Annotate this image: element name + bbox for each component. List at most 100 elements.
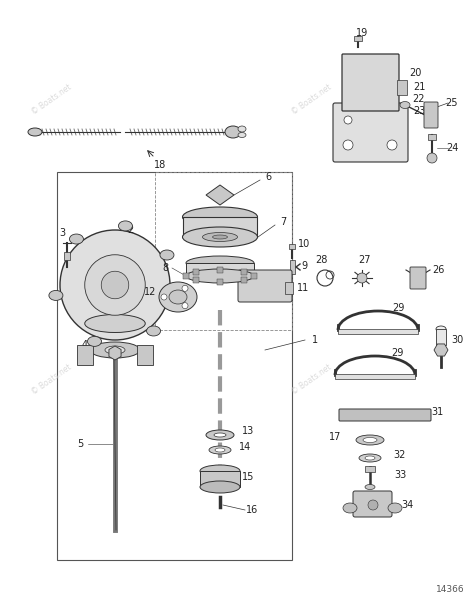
Circle shape xyxy=(101,271,129,299)
Ellipse shape xyxy=(202,233,237,242)
Bar xyxy=(186,263,254,276)
FancyBboxPatch shape xyxy=(238,270,292,302)
Bar xyxy=(285,282,293,294)
FancyBboxPatch shape xyxy=(424,102,438,128)
Circle shape xyxy=(427,153,437,163)
Text: 20: 20 xyxy=(409,68,421,78)
Ellipse shape xyxy=(388,503,402,513)
Ellipse shape xyxy=(212,235,228,239)
Ellipse shape xyxy=(146,326,161,336)
Text: 11: 11 xyxy=(297,283,309,293)
Polygon shape xyxy=(206,185,234,205)
Ellipse shape xyxy=(214,433,226,437)
Circle shape xyxy=(387,140,397,150)
Text: 10: 10 xyxy=(298,239,310,249)
Ellipse shape xyxy=(363,438,377,442)
Circle shape xyxy=(368,500,378,510)
Text: 14: 14 xyxy=(239,442,251,452)
Bar xyxy=(428,134,436,140)
Bar xyxy=(64,252,70,260)
Text: © Boats.net: © Boats.net xyxy=(30,363,73,397)
Text: 5: 5 xyxy=(77,439,83,449)
Bar xyxy=(338,329,418,334)
Ellipse shape xyxy=(182,207,257,227)
Text: 29: 29 xyxy=(391,348,403,358)
Text: 15: 15 xyxy=(242,472,254,482)
Ellipse shape xyxy=(159,282,197,312)
Ellipse shape xyxy=(200,465,240,477)
Text: 31: 31 xyxy=(431,407,443,417)
Ellipse shape xyxy=(400,102,410,109)
Text: 13: 13 xyxy=(242,426,254,436)
Text: 4: 4 xyxy=(82,340,88,350)
Ellipse shape xyxy=(238,126,246,132)
Text: © Boats.net: © Boats.net xyxy=(30,83,73,117)
Text: © Boats.net: © Boats.net xyxy=(290,363,333,397)
Ellipse shape xyxy=(206,430,234,440)
Text: 27: 27 xyxy=(359,255,371,265)
Bar xyxy=(57,172,292,560)
Bar xyxy=(241,269,247,275)
Ellipse shape xyxy=(186,256,254,270)
Text: 6: 6 xyxy=(265,172,271,182)
Circle shape xyxy=(161,294,167,300)
Text: 16: 16 xyxy=(246,505,258,515)
Text: 12: 12 xyxy=(144,287,156,297)
Ellipse shape xyxy=(90,342,140,358)
Bar xyxy=(290,260,295,274)
Bar xyxy=(137,345,153,365)
Circle shape xyxy=(182,303,188,309)
Bar xyxy=(155,172,292,330)
FancyBboxPatch shape xyxy=(353,491,392,517)
Text: 23: 23 xyxy=(413,106,425,116)
Bar xyxy=(241,277,247,283)
Ellipse shape xyxy=(238,132,246,138)
Bar xyxy=(397,80,407,95)
Text: © Boats.net: © Boats.net xyxy=(290,83,333,117)
Bar xyxy=(354,36,362,41)
Text: 30: 30 xyxy=(451,335,463,345)
Ellipse shape xyxy=(209,446,231,454)
Bar xyxy=(193,269,199,275)
Ellipse shape xyxy=(225,126,241,138)
Text: 21: 21 xyxy=(413,82,425,92)
Text: 9: 9 xyxy=(301,261,307,271)
Text: 26: 26 xyxy=(432,265,444,275)
Ellipse shape xyxy=(28,128,42,136)
Ellipse shape xyxy=(69,234,83,244)
Text: 34: 34 xyxy=(401,500,413,510)
Ellipse shape xyxy=(359,454,381,462)
Bar xyxy=(365,466,375,472)
Text: 19: 19 xyxy=(356,28,368,38)
Bar xyxy=(77,345,93,365)
Bar xyxy=(183,273,189,279)
Bar xyxy=(217,267,223,273)
Ellipse shape xyxy=(105,346,125,354)
Text: 29: 29 xyxy=(392,303,404,313)
Text: 14366: 14366 xyxy=(436,585,465,594)
Text: 32: 32 xyxy=(394,450,406,460)
Ellipse shape xyxy=(88,337,101,346)
Bar xyxy=(251,273,257,279)
Ellipse shape xyxy=(365,456,375,460)
Circle shape xyxy=(343,140,353,150)
Text: 28: 28 xyxy=(315,255,327,265)
Text: 3: 3 xyxy=(59,228,65,238)
Ellipse shape xyxy=(436,326,446,332)
Ellipse shape xyxy=(118,221,132,231)
FancyBboxPatch shape xyxy=(410,267,426,289)
Text: 25: 25 xyxy=(446,98,458,108)
FancyBboxPatch shape xyxy=(342,54,399,111)
Bar xyxy=(436,329,446,345)
Text: 24: 24 xyxy=(446,143,458,153)
Ellipse shape xyxy=(200,481,240,493)
Circle shape xyxy=(344,116,352,124)
Circle shape xyxy=(60,230,170,340)
Bar xyxy=(183,217,257,237)
Ellipse shape xyxy=(343,503,357,513)
Bar xyxy=(200,471,240,487)
Text: 8: 8 xyxy=(162,263,168,273)
Ellipse shape xyxy=(169,290,187,304)
Ellipse shape xyxy=(186,269,254,283)
Ellipse shape xyxy=(356,435,384,445)
